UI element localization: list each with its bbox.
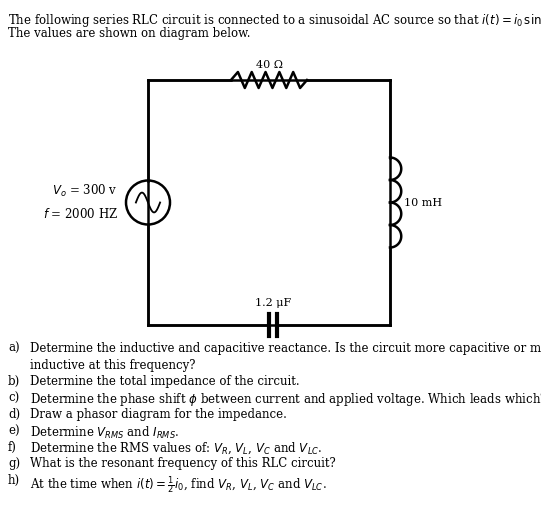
Text: b): b) [8,375,20,388]
Text: What is the resonant frequency of this RLC circuit?: What is the resonant frequency of this R… [30,458,336,471]
Text: 40 Ω: 40 Ω [255,60,282,70]
Text: g): g) [8,458,20,471]
Text: At the time when $i(t) = \frac{1}{2}i_0$, find $V_R$, $V_L$, $V_C$ and $V_{LC}$.: At the time when $i(t) = \frac{1}{2}i_0$… [30,474,327,496]
Text: Determine the phase shift $\phi$ between current and applied voltage. Which lead: Determine the phase shift $\phi$ between… [30,392,541,409]
Text: The following series RLC circuit is connected to a sinusoidal AC source so that : The following series RLC circuit is conn… [8,12,541,29]
Text: $V_o$ = 300 v: $V_o$ = 300 v [52,183,118,199]
Text: inductive at this frequency?: inductive at this frequency? [30,358,195,371]
Text: $f$ = 2000 HZ: $f$ = 2000 HZ [43,207,118,222]
Text: Determine $V_{RMS}$ and $I_{RMS}$.: Determine $V_{RMS}$ and $I_{RMS}$. [30,424,179,440]
Text: 10 mH: 10 mH [404,198,442,207]
Text: h): h) [8,474,20,487]
Text: Determine the RMS values of: $V_R$, $V_L$, $V_C$ and $V_{LC}$.: Determine the RMS values of: $V_R$, $V_L… [30,441,322,457]
Text: Draw a phasor diagram for the impedance.: Draw a phasor diagram for the impedance. [30,408,287,421]
Text: 1.2 μF: 1.2 μF [255,298,291,308]
Text: Determine the inductive and capacitive reactance. Is the circuit more capacitive: Determine the inductive and capacitive r… [30,342,541,355]
Text: f): f) [8,441,17,454]
Text: The values are shown on diagram below.: The values are shown on diagram below. [8,27,250,40]
Text: d): d) [8,408,20,421]
Text: c): c) [8,392,19,405]
Text: a): a) [8,342,19,355]
Text: Determine the total impedance of the circuit.: Determine the total impedance of the cir… [30,375,300,388]
Text: e): e) [8,424,19,437]
